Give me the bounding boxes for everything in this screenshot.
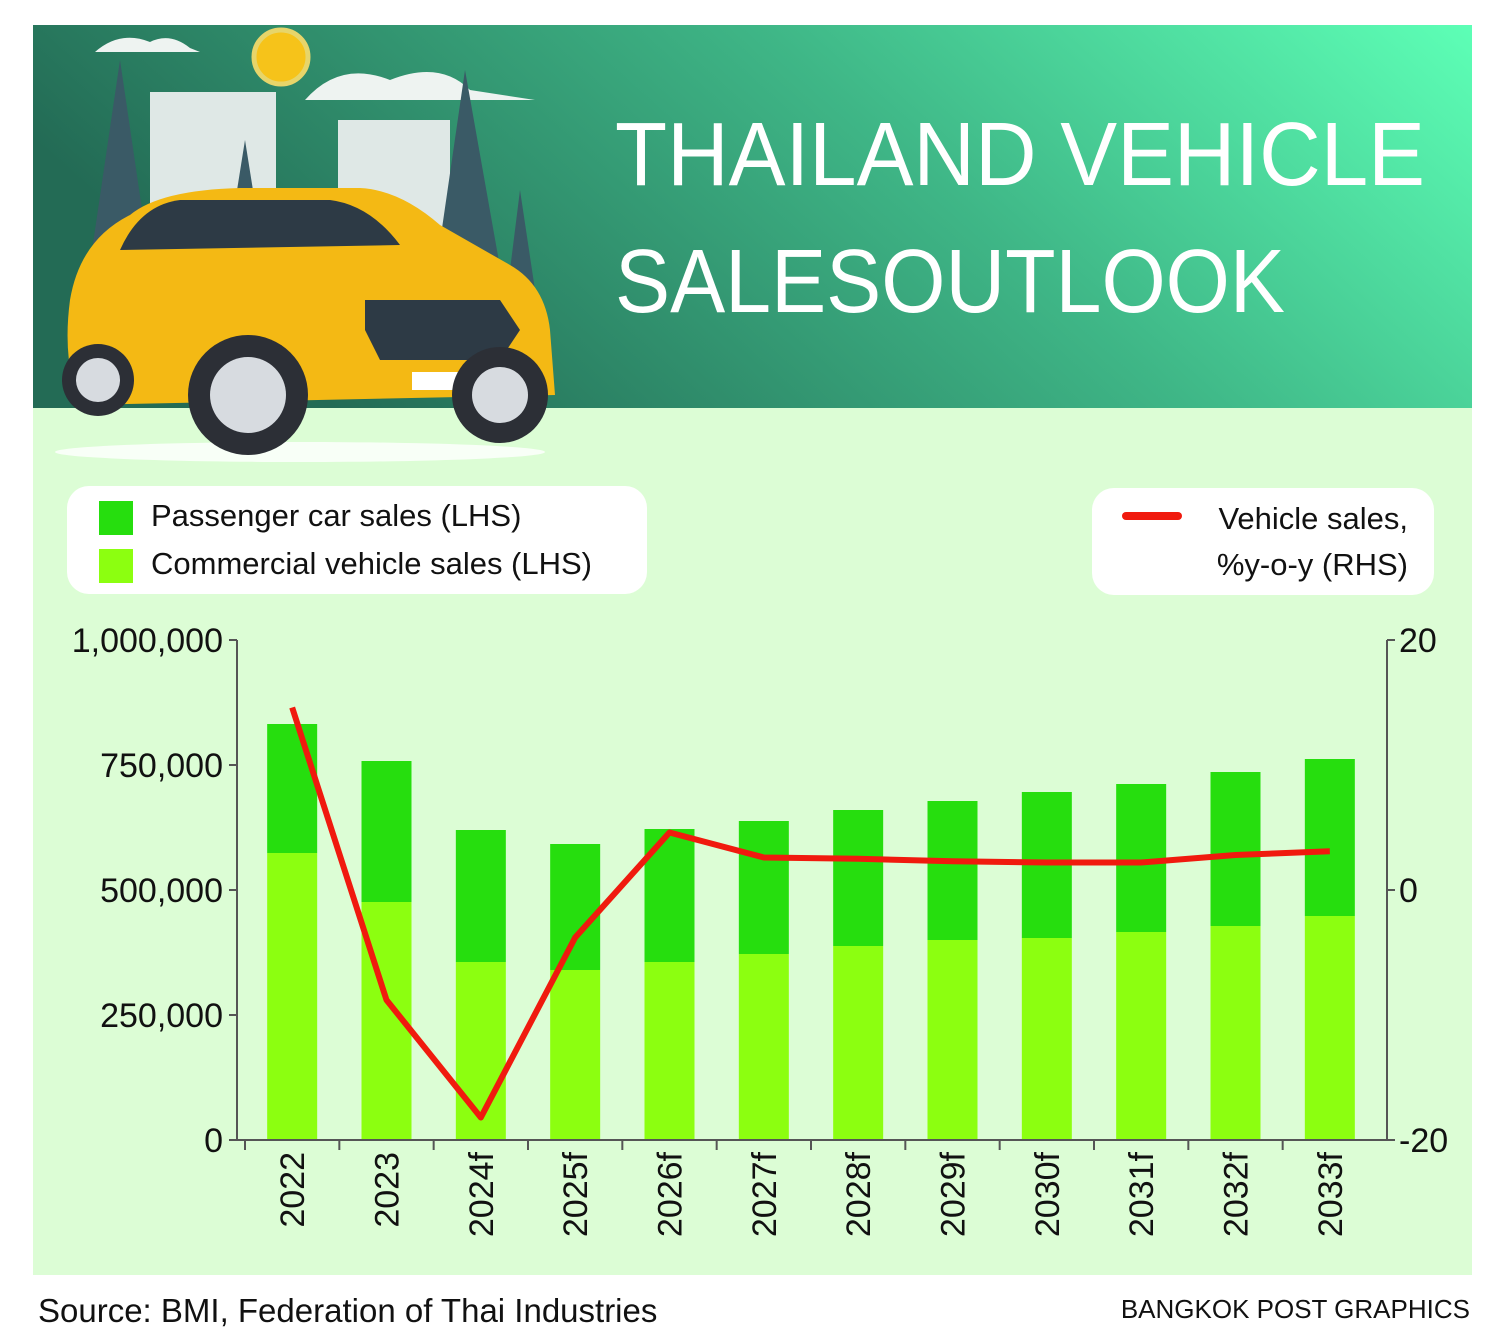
credit: BANGKOK POST GRAPHICS <box>1121 1294 1470 1324</box>
x-tick-label: 2032f <box>1218 1151 1256 1237</box>
x-tick-label: 2026f <box>652 1151 690 1237</box>
y-tick-label: 250,000 <box>100 997 223 1035</box>
bar <box>738 954 789 1140</box>
bar <box>1021 938 1072 1140</box>
bar <box>550 844 601 970</box>
x-tick-label: 2027f <box>746 1151 784 1237</box>
x-tick-label: 2028f <box>840 1151 878 1237</box>
legend-right: Vehicle sales, %y-o-y (RHS) <box>1092 488 1434 595</box>
bar <box>1116 784 1167 932</box>
chart-title: SALESOUTLOOK <box>615 232 1285 332</box>
x-tick-label: 2033f <box>1312 1151 1350 1237</box>
legend-swatch <box>99 500 133 535</box>
x-tick-label: 2022 <box>274 1152 312 1228</box>
x-tick-label: 2024f <box>463 1151 501 1237</box>
y2-tick-label: 20 <box>1399 622 1437 660</box>
line-series <box>289 706 1330 1121</box>
bar <box>1210 926 1261 1140</box>
bar <box>1210 772 1261 926</box>
bar <box>267 724 318 853</box>
bar <box>644 962 695 1140</box>
chart-title: THAILAND VEHICLE <box>615 105 1425 205</box>
legend-swatch <box>1122 512 1182 520</box>
x-tick-label: 2031f <box>1123 1151 1161 1237</box>
legend-label: Vehicle sales, %y-o-y (RHS) <box>1216 501 1408 582</box>
bar <box>550 970 601 1140</box>
bar <box>1116 932 1167 1140</box>
x-tick-label: 2029f <box>935 1151 973 1237</box>
legend-left: Passenger car sales (LHS) Commercial veh… <box>67 486 647 594</box>
bar <box>455 962 506 1140</box>
x-tick-label: 2023 <box>369 1152 407 1228</box>
bar <box>455 830 506 962</box>
bar <box>927 801 978 940</box>
y2-tick-label: -20 <box>1399 1122 1448 1160</box>
bar <box>833 810 884 946</box>
bar <box>833 946 884 1140</box>
y2-tick-label: 0 <box>1399 872 1418 910</box>
legend-swatch <box>99 548 133 583</box>
y-tick-label: 750,000 <box>100 747 223 785</box>
bar <box>1304 759 1355 916</box>
y-tick-label: 0 <box>204 1122 223 1160</box>
bar <box>267 853 318 1140</box>
bar <box>927 940 978 1140</box>
x-tick-label: 2025f <box>557 1151 595 1237</box>
bar <box>738 821 789 954</box>
illustration <box>55 27 556 462</box>
legend-label: Passenger car sales (LHS) <box>151 498 522 533</box>
source: Source: BMI, Federation of Thai Industri… <box>38 1292 657 1329</box>
bar <box>1304 916 1355 1140</box>
legend-item: Passenger car sales (LHS) <box>99 498 521 535</box>
y-tick-label: 500,000 <box>100 872 223 910</box>
bar <box>361 761 412 902</box>
legend-label: Commercial vehicle sales (LHS) <box>151 546 593 581</box>
y-tick-label: 1,000,000 <box>72 622 223 660</box>
x-tick-label: 2030f <box>1029 1151 1067 1237</box>
legend-item: Commercial vehicle sales (LHS) <box>99 546 592 583</box>
